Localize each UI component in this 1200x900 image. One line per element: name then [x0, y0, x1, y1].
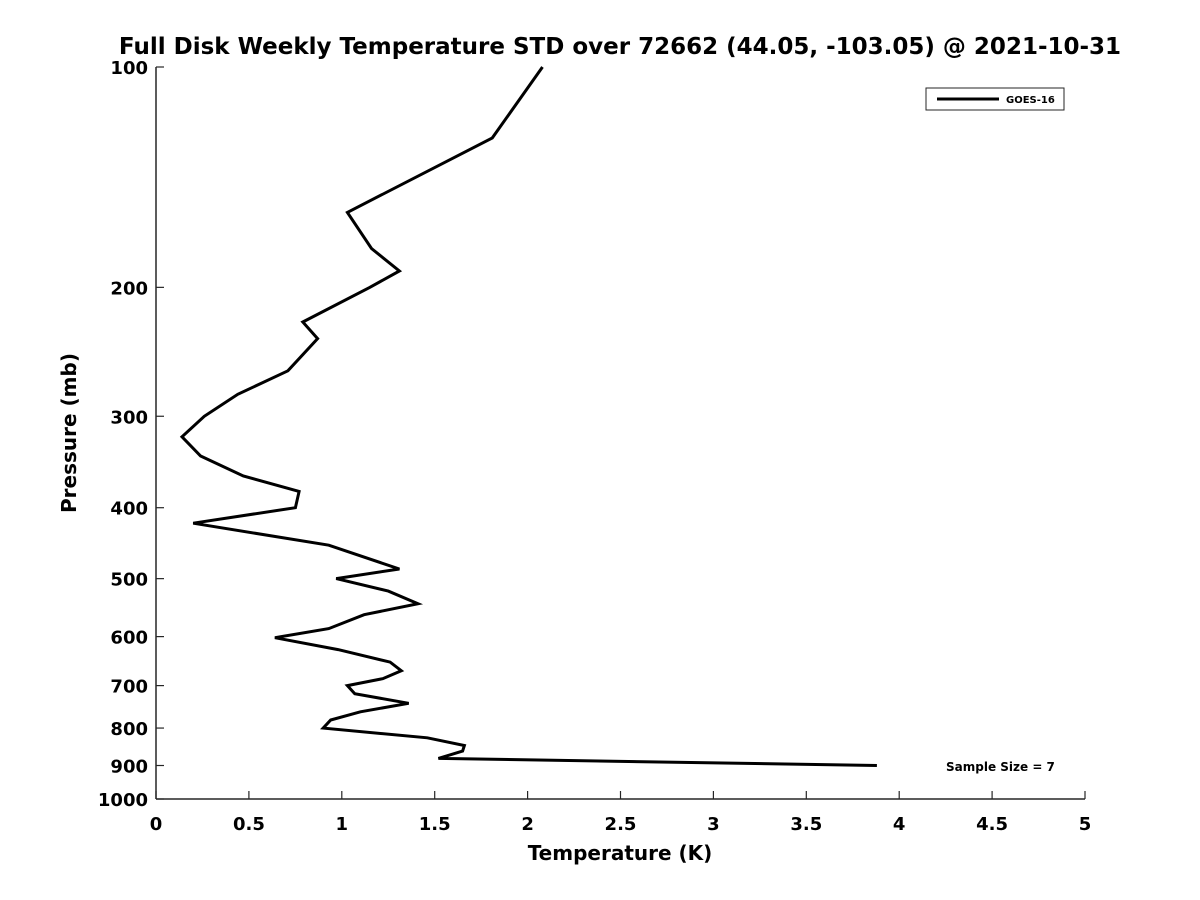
x-tick-label: 3.5: [790, 814, 822, 835]
y-axis-label: Pressure (mb): [57, 353, 81, 513]
x-tick-label: 5: [1079, 814, 1092, 835]
legend: GOES-16: [925, 87, 1065, 111]
sample-size-annotation: Sample Size = 7: [946, 760, 1055, 774]
x-tick-label: 4: [893, 814, 906, 835]
y-tick-label: 200: [110, 278, 148, 299]
x-tick-label: 2: [521, 814, 534, 835]
x-ticks: 0 0.5 1 1.5 2 2.5 3 3.5 4 4.5 5: [150, 791, 1092, 835]
plot-area: [155, 67, 1085, 800]
y-tick-label: 800: [110, 719, 148, 740]
y-tick-label: 600: [110, 628, 148, 649]
y-tick-label: 300: [110, 407, 148, 428]
y-tick-label: 1000: [98, 790, 148, 811]
x-tick-label: 2.5: [605, 814, 637, 835]
series-layer: [179, 66, 877, 767]
y-tick-label: 400: [110, 499, 148, 520]
y-tick-label: 900: [110, 757, 148, 778]
chart-title: Full Disk Weekly Temperature STD over 72…: [119, 34, 1121, 60]
x-tick-label: 0: [150, 814, 163, 835]
x-tick-label: 0.5: [233, 814, 265, 835]
series-line-goes-16: [179, 66, 877, 767]
x-axis-label: Temperature (K): [528, 841, 713, 865]
y-ticks: 100 200 300 400 500 600 700 800 900 1000: [98, 58, 164, 811]
y-tick-label: 700: [110, 677, 148, 698]
y-tick-label: 100: [110, 58, 148, 79]
x-tick-label: 1: [336, 814, 349, 835]
x-tick-label: 1.5: [419, 814, 451, 835]
legend-label: GOES-16: [1006, 95, 1055, 106]
y-tick-label: 500: [110, 570, 148, 591]
x-tick-label: 4.5: [976, 814, 1008, 835]
x-tick-label: 3: [707, 814, 720, 835]
